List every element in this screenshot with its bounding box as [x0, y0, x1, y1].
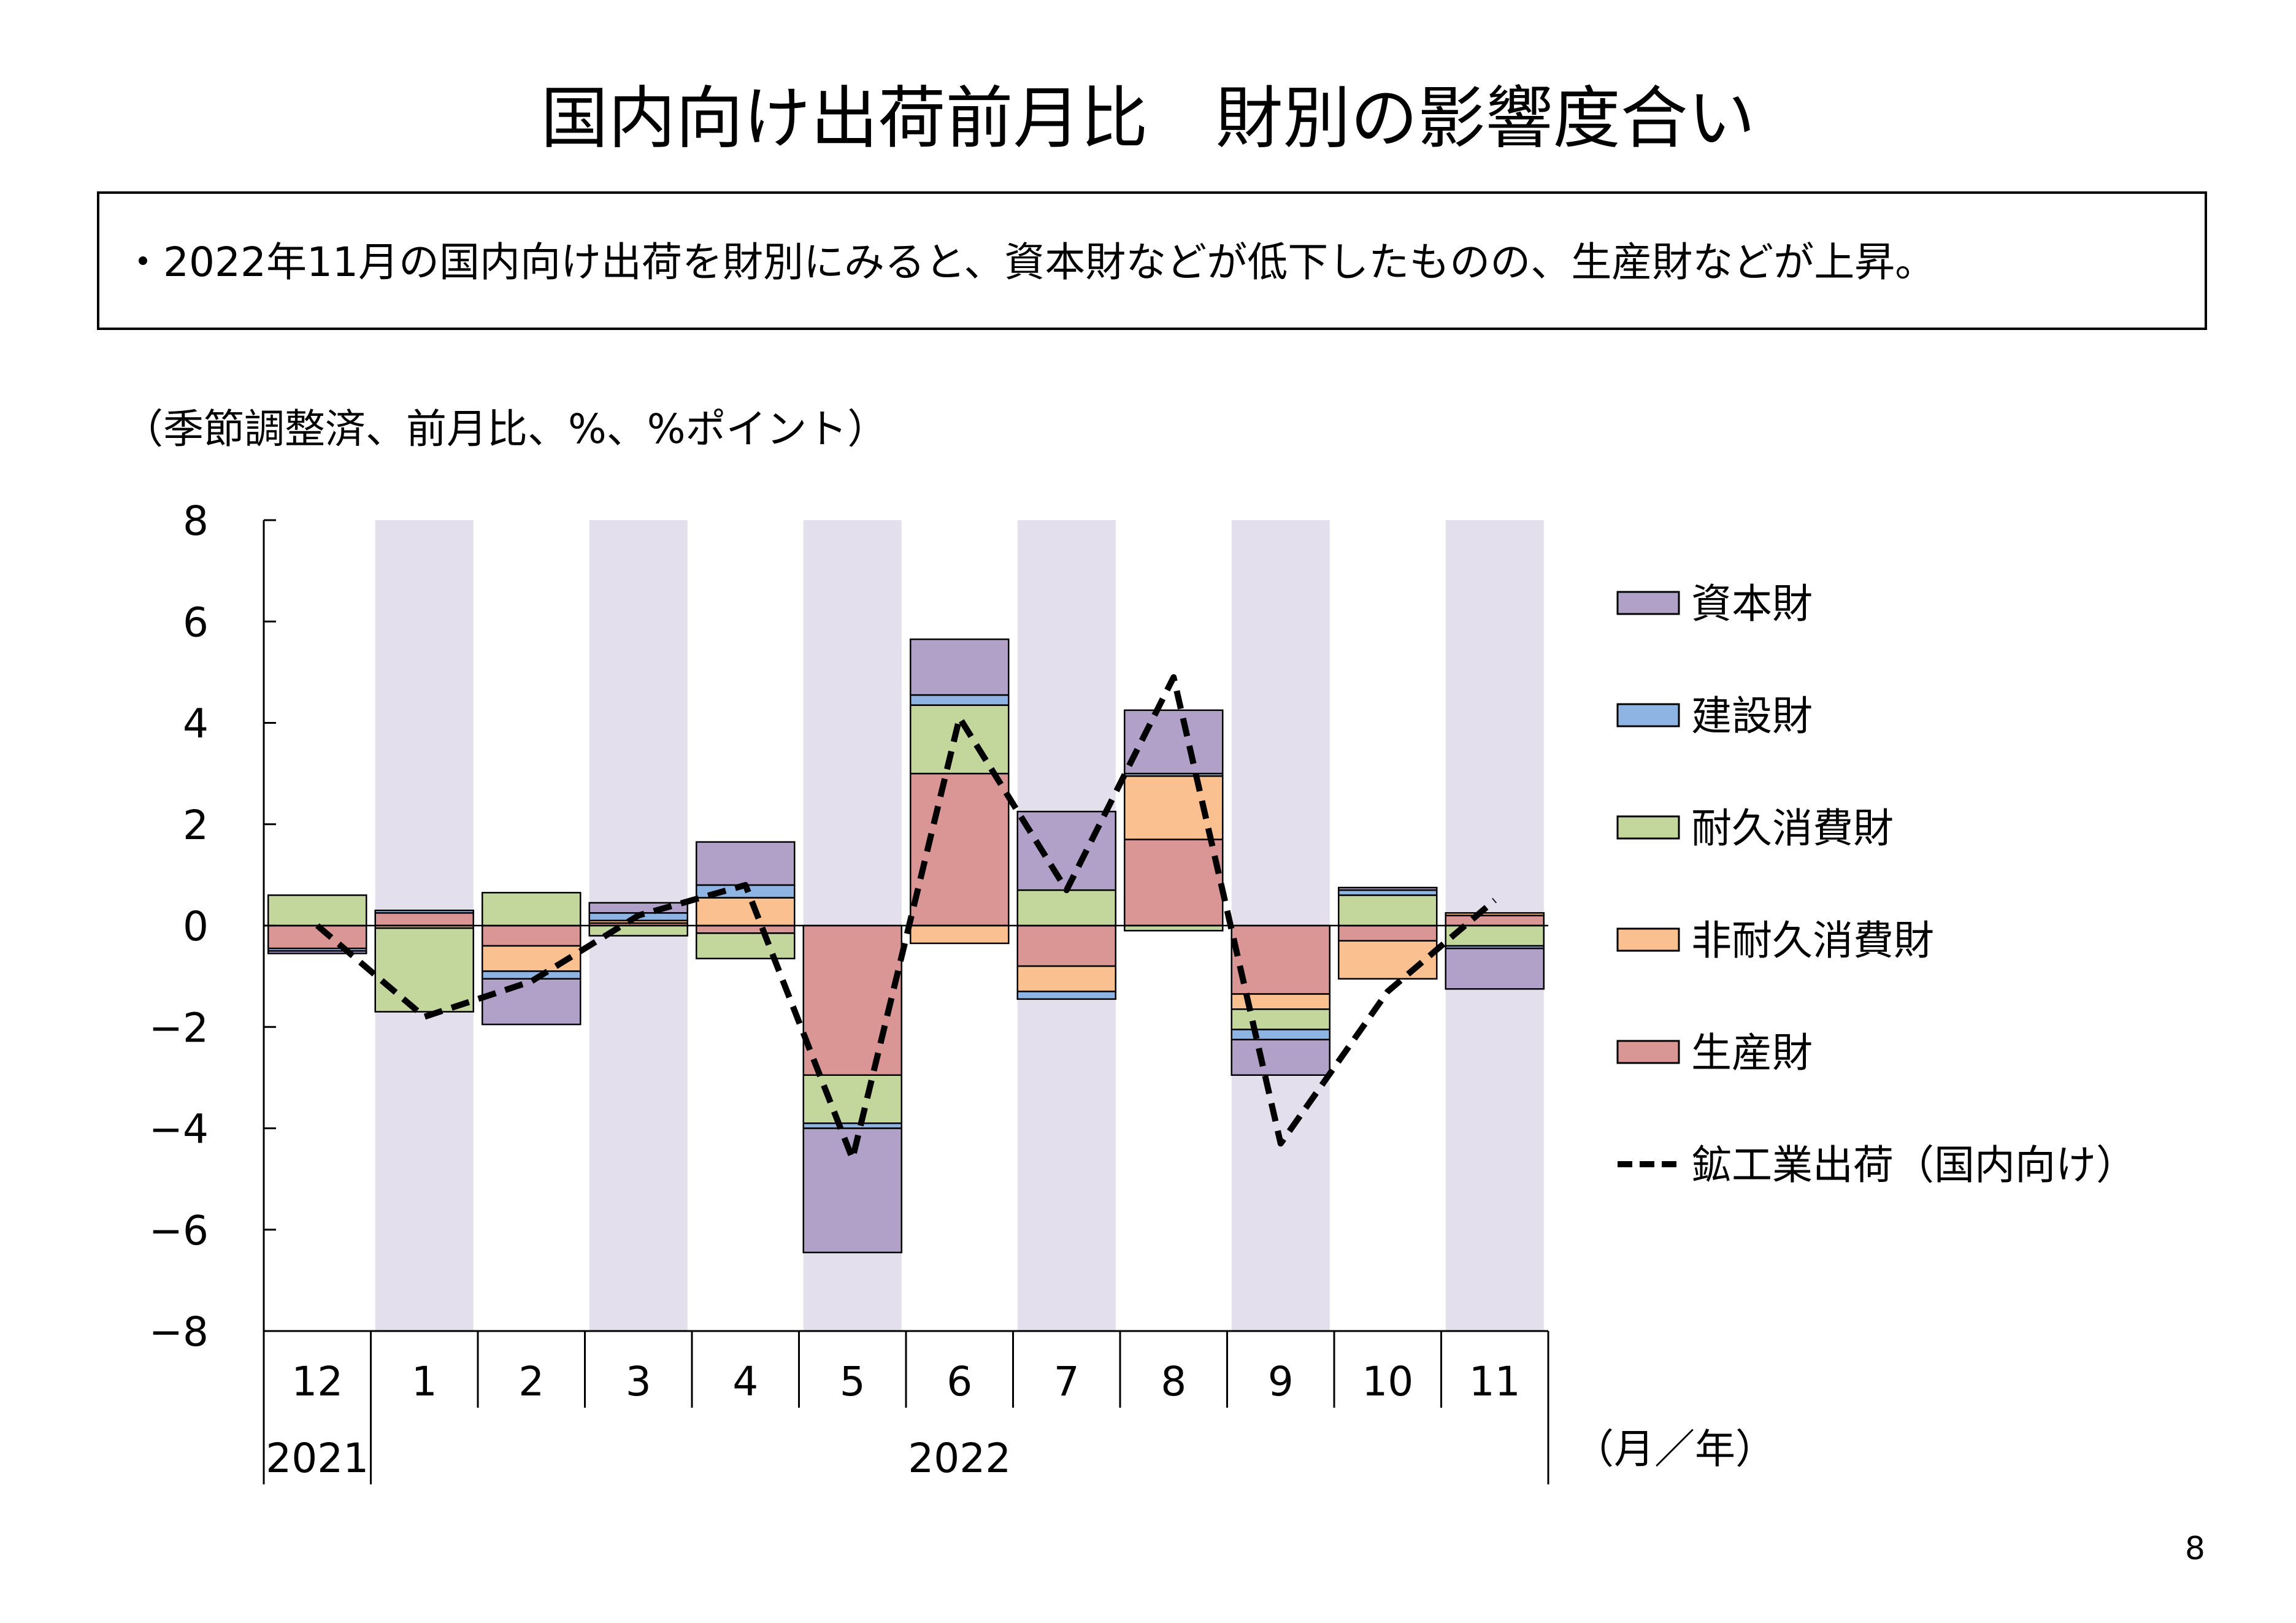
bar-segment-producer_goods-10	[1338, 924, 1438, 942]
bar-segment-producer_goods-5	[802, 924, 902, 1076]
summary-box: ・2022年11月の国内向け出荷を財別にみると、資本財などが低下したものの、生産…	[97, 191, 2207, 330]
page-title: 国内向け出荷前月比 財別の影響度合い	[540, 79, 1756, 158]
bar-segment-construction_goods-6	[910, 694, 1010, 706]
bar-segment-construction_goods-7	[1016, 991, 1116, 1000]
bar-segment-capital_goods-12	[267, 950, 367, 954]
bar-segment-capital_goods-10	[1338, 886, 1438, 891]
bar-segment-durable_consumer_goods-2	[482, 892, 582, 927]
bar-segment-producer_goods-11	[1445, 915, 1545, 927]
bar-segment-construction_goods-1	[374, 909, 474, 914]
bar-segment-nondurable_consumer_goods-6	[910, 924, 1010, 945]
legend-label: 非耐久消費財	[1691, 917, 1934, 964]
legend-swatch-durable_consumer_goods	[1616, 815, 1680, 840]
x-tick-label-2: 2	[518, 1358, 544, 1405]
bar-segment-producer_goods-8	[1124, 838, 1224, 927]
x-tick-label-11: 11	[1469, 1358, 1521, 1405]
bar-segment-capital_goods-6	[910, 638, 1010, 696]
line-series-path	[315, 674, 1497, 1162]
x-tick-label-12: 12	[291, 1358, 343, 1405]
bar-segment-nondurable_consumer_goods-4	[696, 897, 796, 927]
y-tick-label: −4	[149, 1106, 209, 1153]
stacked-bars	[267, 638, 1545, 1254]
bar-segment-producer_goods-9	[1231, 924, 1330, 995]
bar-segment-construction_goods-2	[482, 970, 582, 980]
legend-label: 鉱工業出荷（国内向け）	[1691, 1141, 2137, 1189]
x-tick-label-10: 10	[1362, 1358, 1413, 1405]
bar-segment-producer_goods-2	[482, 924, 582, 947]
line-series	[315, 674, 1497, 1162]
bar-segment-capital_goods-7	[1016, 810, 1116, 891]
x-axis-title: （月／年）	[1573, 1425, 1776, 1473]
legend-label: 建設財	[1691, 693, 1813, 740]
bar-segment-capital_goods-2	[482, 978, 582, 1026]
x-tick-label-8: 8	[1161, 1358, 1186, 1405]
y-tick-label: −8	[149, 1308, 209, 1356]
bar-segment-durable_consumer_goods-4	[696, 932, 796, 959]
bar-segment-nondurable_consumer_goods-10	[1338, 940, 1438, 980]
x-tick-label-3: 3	[626, 1358, 651, 1405]
summary-text: ・2022年11月の国内向け出荷を財別にみると、資本財などが低下したものの、生産…	[123, 239, 1936, 286]
bar-segment-nondurable_consumer_goods-7	[1016, 965, 1116, 992]
bar-segment-producer_goods-1	[374, 912, 474, 927]
y-tick-label: 4	[183, 700, 209, 748]
x-tick-label-6: 6	[946, 1358, 972, 1405]
unit-note: （季節調整済、前月比、%、%ポイント）	[123, 405, 888, 453]
x-tick-label-5: 5	[840, 1358, 866, 1405]
y-tick-label: −6	[149, 1207, 209, 1254]
page-number: 8	[2184, 1530, 2205, 1567]
bar-segment-nondurable_consumer_goods-11	[1445, 912, 1545, 916]
bar-segment-construction_goods-9	[1231, 1029, 1330, 1041]
y-tick-label: 8	[183, 497, 209, 545]
legend-swatch-producer_goods	[1616, 1040, 1680, 1064]
legend-swatch-capital_goods	[1616, 591, 1680, 615]
bar-segment-durable_consumer_goods-1	[374, 927, 474, 1013]
legend-swatch-nondurable_consumer_goods	[1616, 927, 1680, 952]
bar-segment-durable_consumer_goods-10	[1338, 894, 1438, 927]
bar-segment-producer_goods-4	[696, 924, 796, 934]
y-tick-label: −2	[149, 1004, 209, 1051]
y-tick-label: 2	[183, 802, 209, 849]
bar-segment-durable_consumer_goods-6	[910, 704, 1010, 775]
bar-segment-durable_consumer_goods-7	[1016, 889, 1116, 927]
bar-segment-durable_consumer_goods-12	[267, 894, 367, 927]
x-tick-label-4: 4	[732, 1358, 758, 1405]
bar-segment-capital_goods-3	[588, 902, 688, 914]
bar-segment-producer_goods-7	[1016, 924, 1116, 967]
bar-segment-capital_goods-9	[1231, 1038, 1330, 1076]
y-tick-label: 6	[183, 599, 209, 646]
year-label-2022: 2022	[908, 1435, 1011, 1482]
x-tick-label-1: 1	[412, 1358, 437, 1405]
legend-label: 生産財	[1691, 1029, 1813, 1076]
year-label-2021: 2021	[266, 1435, 369, 1482]
y-tick-label: 0	[183, 903, 209, 950]
x-tick-label-9: 9	[1268, 1358, 1294, 1405]
bar-segment-capital_goods-8	[1124, 709, 1224, 775]
bar-segment-durable_consumer_goods-5	[802, 1074, 902, 1124]
bar-segment-durable_consumer_goods-9	[1231, 1008, 1330, 1030]
bar-segment-capital_goods-11	[1445, 947, 1545, 990]
legend-label: 資本財	[1691, 580, 1813, 627]
legend-swatch-construction_goods	[1616, 703, 1680, 727]
bar-segment-capital_goods-4	[696, 841, 796, 886]
x-tick-label-7: 7	[1054, 1358, 1080, 1405]
legend-label: 耐久消費財	[1691, 805, 1894, 852]
